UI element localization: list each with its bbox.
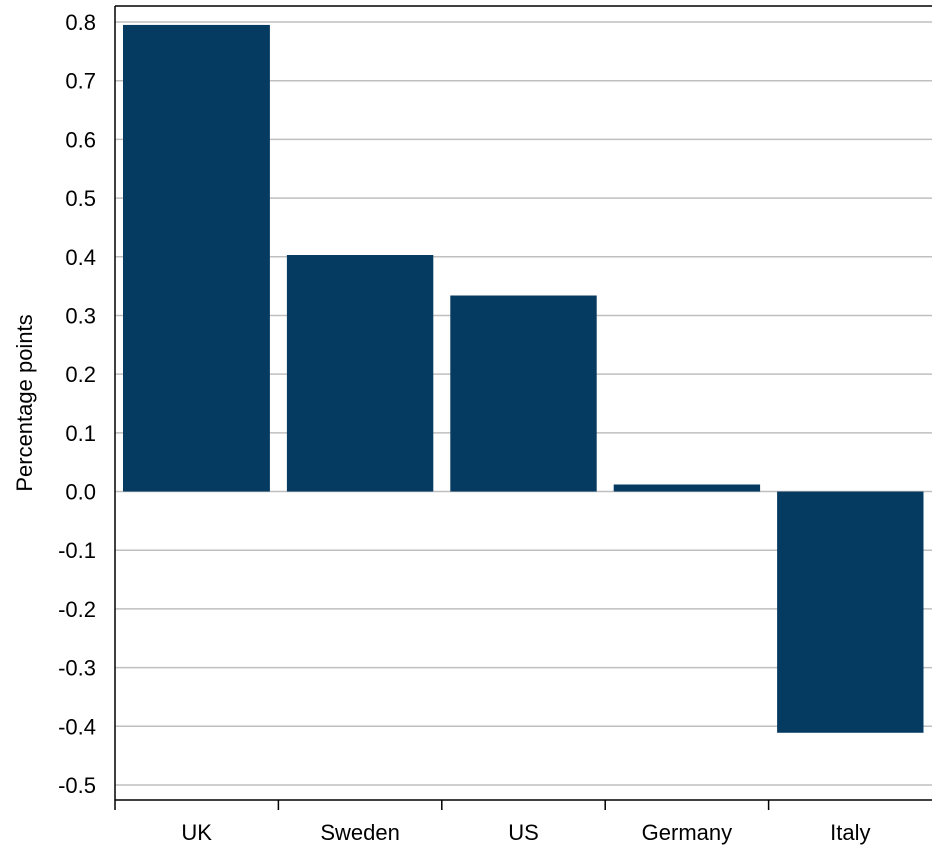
y-axis-title: Percentage points	[12, 314, 37, 491]
y-tick-label: -0.2	[58, 597, 96, 622]
x-tick-label: Germany	[642, 820, 732, 845]
axes	[114, 5, 932, 810]
bar-sweden	[286, 255, 434, 492]
bar-germany	[613, 484, 761, 492]
y-tick-label: -0.1	[58, 538, 96, 563]
bar-italy	[777, 491, 924, 733]
y-tick-label: 0.2	[65, 362, 96, 387]
y-tick-label: 0.3	[65, 303, 96, 328]
y-tick-label: 0.8	[65, 10, 96, 35]
bar-us	[450, 295, 597, 492]
x-tick-label: UK	[181, 820, 212, 845]
y-tick-label: 0.6	[65, 127, 96, 152]
bar-uk	[123, 24, 270, 492]
y-tick-label: 0.0	[65, 480, 96, 505]
bars	[123, 24, 924, 733]
y-tick-labels: 0.8 0.7 0.6 0.5 0.4 0.3 0.2 0.1 0.0 -0.1 -0.2 -0.3 -…	[58, 10, 96, 798]
y-tick-label: -0.5	[58, 773, 96, 798]
y-tick-label: 0.7	[65, 69, 96, 94]
x-tick-label: Sweden	[320, 820, 400, 845]
y-tick-label: 0.5	[65, 186, 96, 211]
x-tick-label: Italy	[830, 820, 870, 845]
y-tick-label: 0.1	[65, 421, 96, 446]
x-tick-label: US	[508, 820, 539, 845]
y-tick-label: -0.4	[58, 714, 96, 739]
y-tick-label: 0.4	[65, 245, 96, 270]
y-tick-label: -0.3	[58, 656, 96, 681]
x-tick-labels: UK Sweden US Germany Italy	[181, 820, 870, 845]
